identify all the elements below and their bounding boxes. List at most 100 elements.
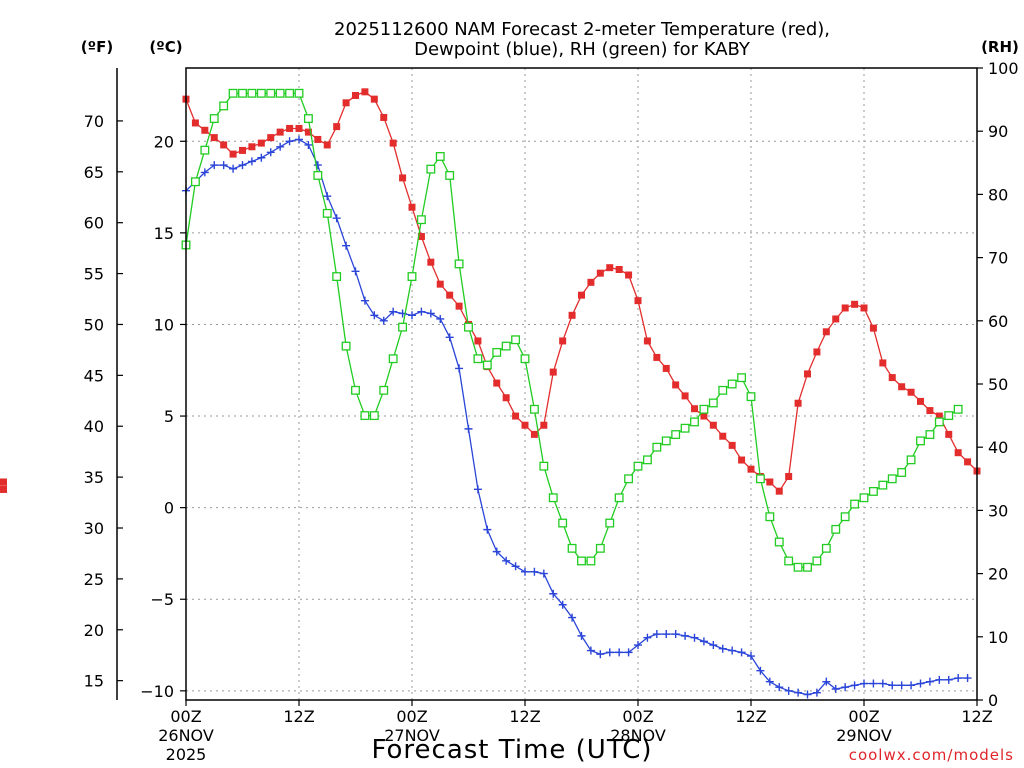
watermark: coolwx.com/models: [849, 746, 1014, 764]
dewpoint-point: [370, 311, 379, 320]
temperature-point: [361, 88, 369, 96]
fahrenheit-tick-label: 65: [84, 163, 104, 182]
dewpoint-point: [803, 690, 812, 699]
temperature-point: [841, 304, 849, 312]
temperature-point: [427, 258, 435, 266]
chart-grid: [186, 68, 977, 700]
temperature-point: [559, 337, 567, 345]
dewpoint-point: [539, 569, 548, 578]
rh-point: [190, 177, 200, 187]
rh-point: [765, 512, 775, 522]
temperature-point: [634, 297, 642, 305]
temperature-point: [643, 337, 651, 345]
temperature-point: [314, 135, 322, 143]
temperature-point: [709, 421, 717, 429]
dewpoint-point: [860, 679, 868, 688]
temperature-point: [502, 394, 510, 402]
dewpoint-point: [888, 681, 897, 690]
temperature-point: [276, 128, 284, 136]
rh-point: [840, 512, 850, 522]
dewpoint-point: [596, 650, 605, 659]
dewpoint-point: [229, 164, 238, 173]
celsius-tick-label: −5: [150, 590, 174, 609]
x-date-label: 29NOV: [836, 726, 892, 745]
temperature-point: [672, 381, 680, 389]
dewpoint-point: [530, 567, 539, 576]
temperature-point: [804, 370, 811, 378]
dewpoint-point: [850, 681, 859, 690]
temperature-point: [446, 291, 454, 299]
plot-frame: [185, 67, 978, 701]
rh-point: [398, 322, 408, 332]
rh-point: [897, 468, 907, 477]
rh-point: [473, 354, 483, 364]
rh-point: [332, 272, 342, 282]
x-tick-label: 00Z: [396, 707, 427, 726]
dewpoint-point: [408, 311, 416, 320]
temperature-point: [370, 95, 378, 103]
rh-tick-label: 90: [988, 122, 1008, 141]
dewpoint-point: [765, 677, 774, 686]
temperature-point: [380, 113, 388, 121]
rh-point: [755, 474, 765, 484]
rh-point: [266, 88, 276, 98]
temperature-point: [775, 487, 783, 495]
dewpoint-point: [954, 674, 963, 683]
rh-tick-label: 70: [988, 249, 1008, 268]
rh-point: [727, 379, 737, 389]
temperature-point: [220, 141, 228, 149]
dewpoint-point: [492, 547, 501, 556]
dewpoint-point: [502, 556, 511, 565]
temperature-point: [728, 441, 736, 449]
rh-tick-label: 40: [988, 438, 1008, 457]
temperature-point: [408, 203, 416, 211]
temperature-point: [625, 271, 633, 279]
chart-subtitle: Dewpoint (blue), RH (green) for KABY: [414, 39, 751, 60]
dewpoint-point: [511, 562, 520, 571]
rh-point: [435, 152, 445, 161]
fahrenheit-tick-label: 20: [84, 621, 104, 640]
x-tick-label: 12Z: [735, 707, 766, 726]
temperature-point: [417, 233, 425, 241]
dewpoint-point: [709, 641, 718, 650]
rh-point: [351, 385, 360, 395]
rh-point: [285, 88, 295, 98]
celsius-tick-label: 10: [154, 315, 174, 334]
temperature-point: [474, 337, 482, 345]
temperature-point: [869, 324, 877, 332]
rh-point: [906, 455, 916, 465]
fahrenheit-tick-label: 50: [84, 315, 104, 334]
dewpoint-point: [925, 677, 934, 686]
dewpoint-point: [935, 675, 944, 684]
rh-point: [812, 556, 822, 566]
temperature-point: [747, 465, 755, 473]
fahrenheit-tick-label: 25: [84, 570, 104, 589]
temperature-point: [606, 264, 614, 272]
temperature-point: [493, 379, 501, 387]
celsius-tick-label: 0: [164, 499, 174, 518]
rh-point: [416, 215, 426, 225]
dewpoint-point: [219, 161, 228, 170]
dewpoint-point: [238, 161, 247, 170]
rh-point: [407, 272, 417, 282]
temperature-point: [615, 266, 623, 274]
x-tick-label: 00Z: [848, 707, 879, 726]
rh-point: [633, 461, 643, 471]
rh-point: [388, 354, 398, 364]
rh-tick-label: 30: [988, 501, 1008, 520]
rh-point: [539, 461, 549, 471]
temperature-point: [935, 412, 943, 420]
dewpoint-point: [558, 600, 567, 609]
rh-point: [887, 474, 897, 484]
fahrenheit-tick-label: 60: [84, 214, 104, 233]
temperature-point: [794, 399, 802, 407]
rh-point: [577, 556, 586, 566]
temperature-point: [295, 124, 303, 132]
rh-tick-label: 50: [988, 375, 1008, 394]
dewpoint-point: [304, 140, 313, 149]
temperature-point: [917, 397, 924, 405]
x-tick-label: 00Z: [622, 707, 653, 726]
temperature-point: [286, 124, 294, 132]
rh-point: [878, 480, 888, 490]
